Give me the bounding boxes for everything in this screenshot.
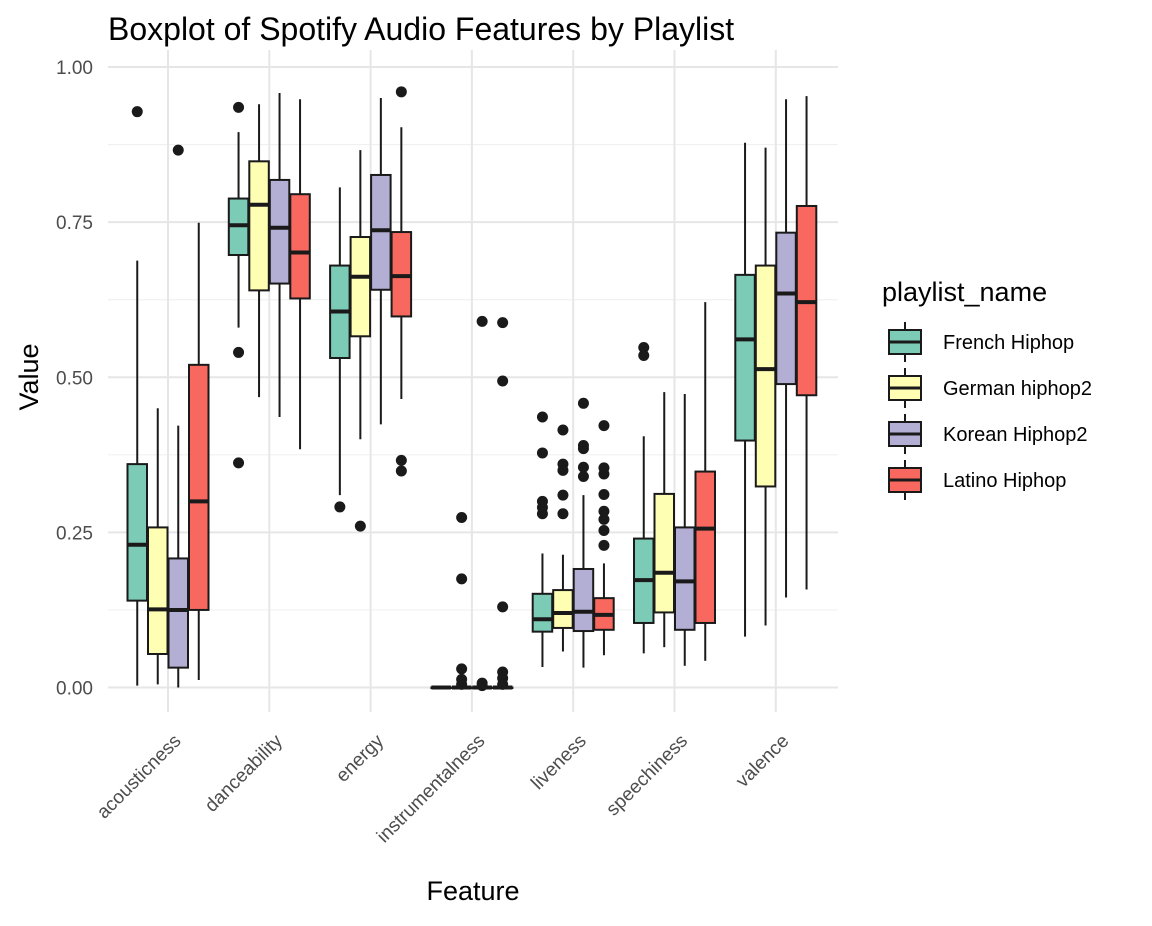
x-tick-label: energy [332, 730, 388, 786]
box [268, 178, 291, 285]
box [674, 526, 696, 631]
legend-label: German hiphop2 [943, 378, 1092, 400]
legend-item: Korean Hiphop2 [888, 414, 1088, 454]
x-tick-label: instrumentalness [373, 731, 489, 847]
outlier-point [354, 520, 366, 532]
outlier-point [536, 447, 548, 459]
outlier-point [395, 454, 407, 466]
x-tick-label: liveness [527, 731, 590, 794]
outlier-point [456, 511, 468, 523]
legend-items: French Hiphop German hiphop2 Korean Hiphop… [888, 322, 1092, 500]
outlier-point [577, 397, 589, 409]
box [694, 470, 716, 624]
outlier-point [536, 411, 548, 423]
outlier-point [334, 501, 346, 513]
outlier-point [638, 350, 650, 362]
outlier-point [598, 539, 610, 551]
y-axis: 0.00 0.25 0.50 0.75 1.00 [56, 58, 93, 700]
box-layer [126, 86, 818, 692]
legend-label: French Hiphop [943, 332, 1074, 354]
outlier-point [456, 678, 468, 690]
box [349, 236, 372, 338]
outlier-point [233, 346, 245, 358]
chart-title: Boxplot of Spotify Audio Features by Pla… [108, 11, 734, 47]
outlier-point [456, 573, 468, 585]
x-tick-label: acousticness [93, 731, 186, 824]
box [370, 173, 392, 291]
outlier-point [476, 680, 488, 692]
outlier-point [131, 106, 143, 118]
outlier-point [557, 508, 569, 520]
outlier-point [497, 678, 509, 690]
y-tick-label: 0.00 [56, 679, 93, 700]
x-axis: acousticness danceability energyinstrument… [93, 730, 793, 847]
box [552, 589, 574, 629]
outlier-point [557, 464, 569, 476]
outlier-point [476, 315, 488, 327]
outlier-point [577, 471, 589, 483]
grid-layer [108, 50, 838, 712]
outlier-point [536, 508, 548, 520]
outlier-point [497, 375, 509, 387]
box [653, 492, 675, 614]
outlier-point [598, 505, 610, 517]
outlier-point [598, 513, 610, 525]
legend-title: playlist_name [882, 277, 1047, 307]
outlier-point [557, 424, 569, 436]
outlier-point [233, 101, 245, 113]
box [126, 463, 148, 602]
outlier-point [598, 420, 610, 432]
outlier-point [233, 457, 245, 469]
box [775, 231, 797, 386]
outlier-point [598, 525, 610, 537]
legend: playlist_name French Hiphop German hiphop… [882, 277, 1092, 500]
y-tick-label: 1.00 [56, 58, 93, 79]
outlier-point [497, 317, 509, 329]
box [167, 557, 189, 669]
outlier-point [456, 663, 468, 675]
box [147, 526, 169, 655]
y-tick-label: 0.25 [56, 523, 93, 544]
outlier-point [638, 341, 650, 353]
box [188, 363, 210, 611]
outlier-point [395, 86, 407, 98]
y-axis-title: Value [14, 343, 44, 410]
legend-item: Latino Hiphop [888, 460, 1066, 500]
box [734, 273, 756, 442]
x-axis-title: Feature [426, 876, 519, 906]
x-tick-label: valence [732, 731, 793, 792]
box [289, 193, 311, 300]
box [754, 264, 777, 488]
outlier-point [598, 489, 610, 501]
box [531, 592, 554, 633]
y-tick-label: 0.50 [56, 368, 93, 389]
legend-label: Latino Hiphop [943, 470, 1066, 492]
outlier-point [497, 601, 509, 613]
legend-item: German hiphop2 [888, 368, 1092, 408]
legend-item: French Hiphop [888, 322, 1074, 362]
box [572, 567, 595, 633]
outlier-point [172, 144, 184, 156]
box [248, 160, 270, 292]
outlier-point [598, 468, 610, 480]
x-tick-label: danceability [201, 730, 287, 816]
outlier-point [557, 489, 569, 501]
outlier-point [577, 443, 589, 455]
legend-label: Korean Hiphop2 [943, 424, 1088, 446]
outlier-point [395, 465, 407, 477]
x-tick-label: speechiness [602, 731, 692, 821]
outlier-point [577, 461, 589, 473]
y-tick-label: 0.75 [56, 213, 93, 234]
